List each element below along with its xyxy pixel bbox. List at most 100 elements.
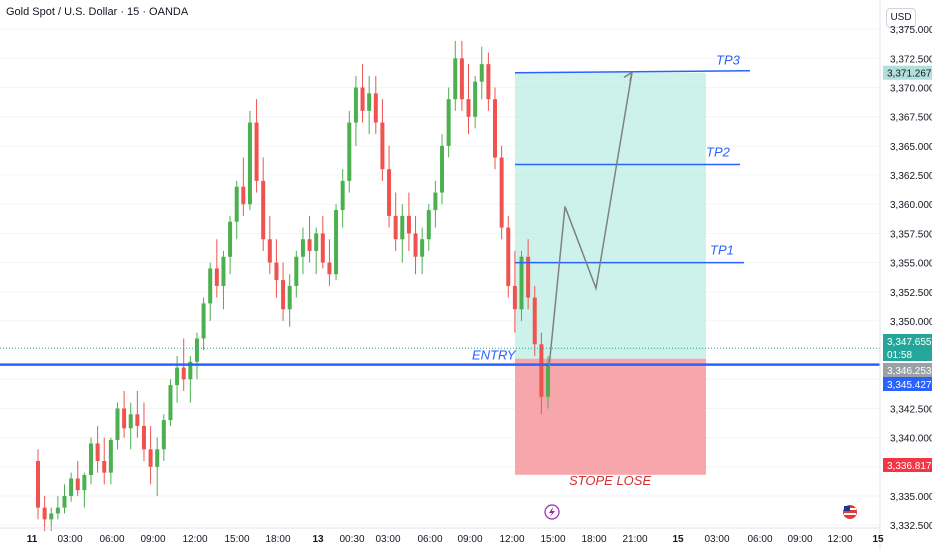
- projection-arrowhead: [623, 70, 634, 82]
- price-tick-label: 3,357.500: [890, 229, 932, 240]
- time-tick-label: 12:00: [827, 534, 852, 545]
- price-tick-label: 3,340.000: [890, 434, 932, 445]
- candle-body: [334, 210, 339, 275]
- candle-body: [519, 256, 524, 310]
- price-tick-label: 3,335.000: [890, 492, 932, 503]
- candle-body: [393, 215, 398, 240]
- candle-body: [36, 460, 40, 508]
- candle-body: [320, 233, 325, 263]
- candle-body: [188, 361, 193, 380]
- candle-body: [300, 239, 305, 257]
- stop-loss-zone: [515, 358, 706, 475]
- price-label-bg: [883, 334, 932, 348]
- price-label: 3,336.817: [887, 461, 932, 472]
- price-label: 01:58: [887, 350, 912, 361]
- candle-body: [135, 414, 140, 426]
- candle-body: [367, 93, 372, 111]
- time-tick-label: 09:00: [140, 534, 165, 545]
- price-tick-label: 3,362.500: [890, 171, 932, 182]
- candle-body: [307, 239, 312, 251]
- time-tick-label: 12:00: [499, 534, 524, 545]
- candle-body: [181, 367, 186, 380]
- candle-body: [254, 122, 259, 181]
- candle-body: [493, 99, 498, 158]
- time-tick-label: 13: [312, 534, 324, 545]
- candle-body: [426, 210, 431, 240]
- candle-body: [420, 239, 425, 257]
- candle-body: [506, 227, 511, 286]
- time-tick-label: 06:00: [747, 534, 772, 545]
- candle-body: [122, 408, 127, 429]
- candle-body: [327, 262, 332, 275]
- price-tick-label: 3,360.000: [890, 200, 932, 211]
- chart-title: Gold Spot / U.S. Dollar · 15 · OANDA: [6, 6, 189, 18]
- candle-body: [234, 186, 239, 222]
- price-label: 3,346.253: [887, 366, 932, 377]
- candle-body: [201, 303, 206, 339]
- tp3-label: TP3: [716, 53, 741, 68]
- time-tick-label: 03:00: [375, 534, 400, 545]
- candle-body: [526, 256, 531, 298]
- candle-body: [406, 215, 411, 234]
- time-tick-label: 15: [672, 534, 684, 545]
- time-tick-label: 11: [27, 534, 38, 545]
- time-tick-label: 00:30: [339, 534, 364, 545]
- time-tick-label: 03:00: [57, 534, 82, 545]
- candle-body: [373, 93, 378, 123]
- tp2-label: TP2: [706, 145, 731, 160]
- candle-body: [95, 443, 100, 461]
- candle-body: [281, 280, 286, 310]
- candle-body: [473, 81, 478, 117]
- price-tick-label: 3,372.500: [890, 54, 932, 65]
- candle-body: [148, 449, 153, 467]
- currency-button[interactable]: USD: [886, 8, 916, 28]
- price-tick-label: 3,355.000: [890, 259, 932, 270]
- time-tick-label: 15:00: [224, 534, 249, 545]
- candle-body: [88, 443, 93, 475]
- candle-body: [55, 507, 60, 514]
- candle-body: [49, 513, 54, 520]
- time-tick-label: 06:00: [99, 534, 124, 545]
- tp1-label: TP1: [710, 243, 734, 258]
- candle-body: [446, 99, 451, 146]
- candle-body: [512, 285, 517, 310]
- candle-body: [228, 221, 233, 257]
- flag-canton-icon: [844, 506, 850, 511]
- candle-body: [353, 87, 358, 123]
- candle-body: [287, 285, 292, 310]
- time-tick-label: 15:00: [540, 534, 565, 545]
- candle-body: [208, 268, 213, 304]
- candle-body: [433, 192, 438, 211]
- candle-body: [75, 478, 80, 491]
- profit-zone: [515, 72, 706, 359]
- candle-body: [380, 122, 385, 170]
- candle-body: [161, 420, 166, 450]
- price-tick-label: 3,375.000: [890, 25, 932, 36]
- candle-body: [546, 365, 550, 397]
- candle-body: [62, 495, 67, 508]
- candle-body: [314, 233, 319, 251]
- price-labels: 3,371.267 3,347.655 01:58 3,346.253 3,345.42…: [883, 65, 932, 472]
- price-label: 3,345.427: [887, 380, 932, 391]
- candle-body: [108, 439, 113, 473]
- candle-body: [453, 58, 458, 100]
- price-label-bg: [883, 363, 932, 377]
- candle-body: [440, 145, 445, 193]
- time-tick-label: 21:00: [622, 534, 647, 545]
- price-label: 3,371.267: [887, 69, 932, 80]
- candle-body: [168, 385, 173, 421]
- candle-body: [42, 507, 47, 520]
- candle-body: [479, 64, 484, 82]
- axis-icons: [544, 504, 857, 520]
- candle-body: [294, 256, 299, 286]
- candle-body: [274, 262, 279, 281]
- candle-body: [459, 58, 464, 100]
- candle-body: [128, 414, 133, 429]
- candle-body: [347, 122, 352, 181]
- price-tick-label: 3,332.500: [890, 521, 932, 532]
- candle-body: [155, 449, 160, 467]
- time-axis[interactable]: 11 03:00 06:00 09:00 12:00 15:00 18:00 13 00:30 0…: [0, 527, 884, 545]
- candle-body: [387, 169, 392, 216]
- entry-label: ENTRY: [472, 348, 517, 363]
